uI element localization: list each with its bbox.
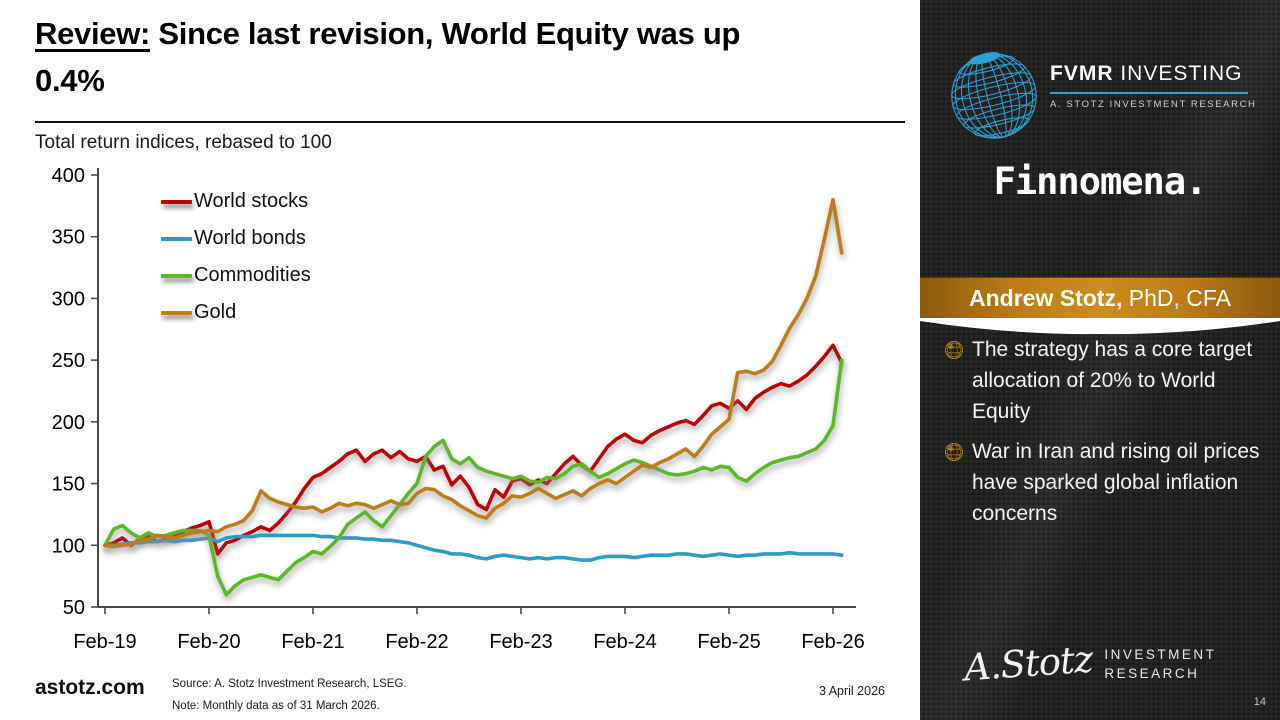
author-credentials: PhD, CFA [1122,285,1231,311]
series-line-world-stocks [103,343,844,556]
x-tick-label: Feb-25 [697,631,760,653]
astotz-signature-logo: A.Stotz INVESTMENT RESEARCH [963,638,1217,690]
x-tick-label: Feb-21 [281,631,344,653]
y-tick-label: 50 [63,597,85,619]
gold-line-swatch [161,310,192,315]
x-tick-label: Feb-22 [385,631,448,653]
y-tick-label: 150 [52,474,85,496]
brand-divider [1050,92,1248,94]
legend-item-gold: Gold [161,294,311,331]
website-label: astotz.com [35,676,145,699]
fvmr-label: FVMR [1050,62,1114,85]
page-title: Review: Since last revision, World Equit… [35,10,903,104]
y-tick-label: 250 [52,350,85,372]
title-rest: Since last revision, World Equity was up [150,16,741,51]
legend-label: Commodities [194,264,311,286]
data-note: Note: Monthly data as of 31 March 2026. [172,700,380,712]
fvmr-wordmark: FVMR INVESTING A. STOTZ INVESTMENT RESEA… [1050,62,1260,110]
chart-legend: World stocks World bonds Commodities Gol… [161,183,311,331]
finnomena-logo: Finnomena. [993,160,1208,203]
signature-line2: RESEARCH [1104,665,1200,681]
world-bonds-line-swatch [161,236,192,241]
bullet-text: War in Iran and rising oil prices have s… [972,440,1260,525]
title-divider [35,121,905,123]
legend-label: World bonds [194,227,306,249]
author-banner: Andrew Stotz, PhD, CFA [920,277,1280,319]
title-review-label: Review: [35,16,151,51]
x-tick-label: Feb-24 [593,631,656,653]
x-tick-label: Feb-20 [177,631,240,653]
signature-line1: INVESTMENT [1104,646,1217,662]
legend-item-world-bonds: World bonds [161,220,311,257]
legend-label: World stocks [194,190,309,212]
page-number: 14 [1253,696,1266,708]
x-tick-label: Feb-19 [73,631,136,653]
slide-date: 3 April 2026 [818,684,885,698]
branding-sidebar: FVMR INVESTING A. STOTZ INVESTMENT RESEA… [920,0,1280,720]
title-line2: 0.4% [35,63,105,98]
y-tick-label: 300 [52,288,85,310]
series-line-commodities [103,358,844,597]
legend-item-world-stocks: World stocks [161,183,311,220]
legend-label: Gold [194,301,237,323]
total-return-chart: 50 100 150 200 250 300 350 400 Feb-19 Feb-20 Feb-2… [52,165,865,653]
bullet-text: The strategy has a core target allocatio… [972,338,1253,423]
chart-subtitle: Total return indices, rebased to 100 [35,132,332,153]
investing-label: INVESTING [1113,62,1243,85]
x-tick-label: Feb-26 [801,631,864,653]
key-points-list: The strategy has a core target allocatio… [944,334,1262,538]
y-tick-label: 100 [52,535,85,557]
list-item: War in Iran and rising oil prices have s… [944,436,1262,529]
y-tick-label: 400 [52,165,85,187]
series-line-gold [103,197,844,549]
y-tick-label: 350 [52,227,85,249]
brand-subtitle: A. STOTZ INVESTMENT RESEARCH [1050,99,1257,110]
series-line-world-bonds [103,533,844,562]
author-name: Andrew Stotz, [969,285,1123,311]
signature-script: A.Stotz [962,637,1094,690]
y-tick-label: 200 [52,412,85,434]
source-note: Source: A. Stotz Investment Research, LS… [172,678,407,690]
commodities-line-swatch [161,273,192,278]
world-stocks-line-swatch [161,199,192,204]
legend-item-commodities: Commodities [161,257,311,294]
fvmr-globe-icon [951,52,1037,139]
gold-globe-bullet-icon [944,340,964,360]
list-item: The strategy has a core target allocatio… [944,334,1262,427]
gold-globe-bullet-icon [944,442,964,462]
x-tick-label: Feb-23 [489,631,552,653]
banner-swoosh [920,318,1280,335]
